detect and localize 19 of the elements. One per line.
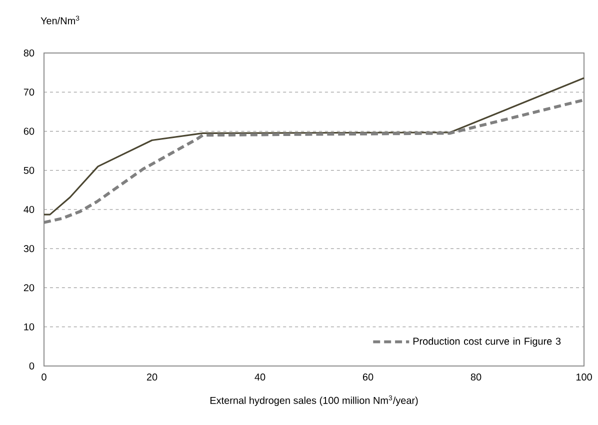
x-tick-label: 60 bbox=[362, 374, 374, 381]
y-tick-label: 10 bbox=[24, 323, 34, 330]
y-tick-label: 30 bbox=[24, 245, 34, 252]
x-tick-label: 0 bbox=[42, 374, 46, 381]
y-tick-label: 20 bbox=[24, 284, 34, 292]
y-tick-label: 50 bbox=[24, 166, 34, 174]
line-series bbox=[43, 77, 585, 216]
y-axis-title: Yen/Nm$^{3}$ bbox=[40, 16, 80, 24]
x-tick-label: 80 bbox=[470, 374, 482, 381]
y-tick-label: 0 bbox=[29, 362, 34, 370]
y-tick-label: 80 bbox=[24, 49, 34, 57]
x-axis-title: External hydrogen sales (100 million Nm$^{3}$/year) bbox=[210, 395, 418, 406]
legend-label: Production cost curve in Figure 3 bbox=[413, 337, 561, 347]
x-tick-label: 20 bbox=[146, 374, 158, 381]
y-tick-label: 60 bbox=[24, 128, 34, 135]
y-tick-label: 70 bbox=[24, 88, 34, 96]
x-tick-label: 100 bbox=[576, 374, 592, 381]
x-tick-label: 40 bbox=[254, 374, 266, 381]
y-tick-label: 40 bbox=[24, 206, 34, 214]
